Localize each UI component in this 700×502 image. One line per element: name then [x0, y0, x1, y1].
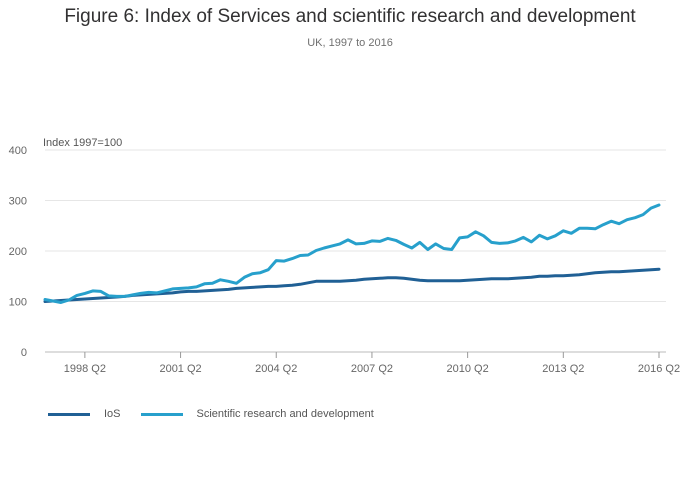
- line-chart: Index 1997=100 0 100 200 300 400 1998 Q2 2001…: [9, 137, 680, 375]
- series-line-ios[interactable]: [43, 267, 661, 303]
- x-tick-label: 2001 Q2: [159, 363, 201, 375]
- chart-title: Figure 6: Index of Services and scientif…: [64, 6, 636, 27]
- y-axis-label: Index 1997=100: [43, 137, 122, 149]
- legend-swatch-ios: [48, 412, 90, 416]
- x-tick-label: 1998 Q2: [64, 363, 106, 375]
- legend-swatch-scientific-research: [140, 412, 183, 416]
- y-tick-labels: 0 100 200 300 400: [9, 145, 27, 359]
- chart-subtitle: UK, 1997 to 2016: [307, 37, 393, 49]
- series-lines: [43, 203, 661, 304]
- y-tick-label: 300: [9, 196, 27, 208]
- legend-label-scientific-research: Scientific research and development: [196, 408, 374, 420]
- y-tick-label: 400: [9, 145, 27, 157]
- legend: IoS Scientific research and development: [48, 408, 394, 420]
- y-tick-label: 200: [9, 246, 27, 258]
- x-tick-label: 2013 Q2: [542, 363, 584, 375]
- x-tick-label: 2016 Q2: [638, 363, 680, 375]
- x-tick-label: 2004 Q2: [255, 363, 297, 375]
- x-tick-label: 2010 Q2: [447, 363, 489, 375]
- y-tick-label: 0: [21, 347, 27, 359]
- series-line-scientific-research[interactable]: [43, 203, 661, 304]
- legend-item-ios[interactable]: IoS: [48, 408, 121, 420]
- y-tick-label: 100: [9, 297, 27, 309]
- x-tick-labels: 1998 Q2 2001 Q2 2004 Q2 2007 Q2 2010 Q2 2013 …: [64, 352, 680, 375]
- legend-label-ios: IoS: [104, 408, 121, 420]
- legend-item-scientific-research[interactable]: Scientific research and development: [140, 408, 374, 420]
- x-tick-label: 2007 Q2: [351, 363, 393, 375]
- gridlines: [45, 149, 666, 353]
